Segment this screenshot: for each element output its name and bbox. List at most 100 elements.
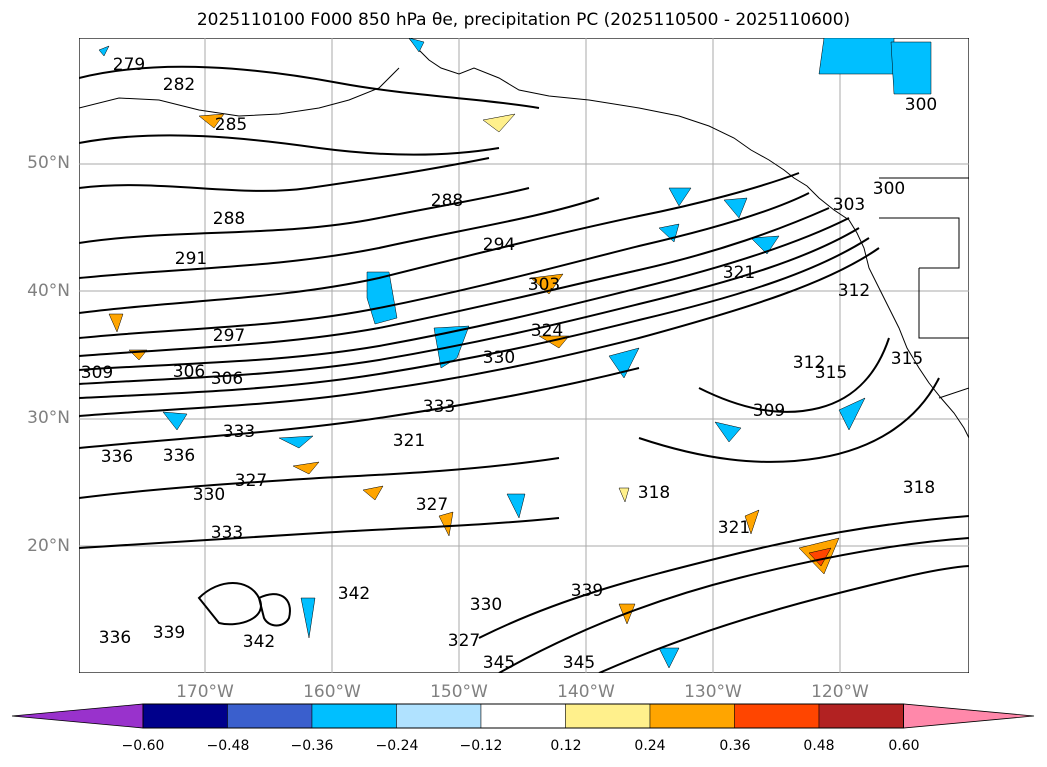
colorbar-segment [227, 703, 313, 729]
precip-anomaly-patch [714, 421, 742, 443]
precip-anomaly-patch [506, 493, 526, 519]
precip-anomaly-patch [198, 113, 225, 129]
precip-anomaly-patch [744, 509, 760, 535]
contour-label: 279 [113, 55, 145, 75]
contour-line [78, 134, 500, 156]
colorbar-segment [311, 703, 397, 729]
contour-line [78, 237, 870, 399]
colorbar-tick: 0.48 [803, 738, 835, 754]
colorbar-frame [142, 703, 904, 729]
contour-label: 333 [211, 523, 243, 543]
theta-e-contours [78, 65, 970, 674]
map-panel: 279 282 285 288 288 291 294 297 300 300 303 303 306 3… [78, 37, 970, 674]
contour-label: 303 [528, 275, 560, 295]
precip-anomaly-patch [162, 411, 188, 431]
precip-anomaly-patch [530, 273, 564, 295]
contour-label: 300 [905, 95, 937, 115]
contour-label: 282 [163, 75, 195, 95]
contour-label: 315 [891, 349, 923, 369]
precip-anomaly-patch [362, 485, 384, 501]
contour-label: 285 [215, 115, 247, 135]
contour-label: 315 [815, 363, 847, 383]
contour-line [78, 367, 640, 449]
lon-label-140w: 140°W [557, 682, 615, 702]
colorbar-tick: 0.24 [634, 738, 666, 754]
precip-anomaly-patch [818, 37, 895, 75]
contour-label: 309 [81, 363, 113, 383]
precip-anomalies [98, 37, 932, 669]
contour-label: 288 [431, 191, 463, 211]
contour-label: 327 [235, 471, 267, 491]
precip-anomaly-patch [482, 113, 516, 133]
contour-line [698, 337, 890, 413]
contour-line [78, 157, 490, 192]
colorbar-tick: 0.36 [719, 738, 751, 754]
contour-label: 327 [416, 495, 448, 515]
precip-anomaly-patch [658, 647, 680, 669]
lon-label-170w: 170°W [176, 682, 234, 702]
aleutian-line [78, 67, 400, 117]
lat-label-30: 30°N [27, 408, 70, 428]
contour-line [78, 457, 560, 499]
colorbar-tick: −0.12 [459, 738, 503, 754]
figure-title: 2025110100 F000 850 hPa θe, precipitatio… [196, 10, 851, 30]
contour-line [78, 172, 800, 314]
precip-anomaly-patch [723, 197, 748, 219]
contour-line [78, 207, 830, 357]
contour-label: 321 [723, 263, 755, 283]
colorbar-tick: −0.60 [121, 738, 165, 754]
contour-label: 321 [718, 518, 750, 538]
contour-line [78, 217, 850, 371]
contour-label: 309 [753, 401, 785, 421]
colorbar-tick: −0.36 [290, 738, 334, 754]
colorbar-tick: −0.48 [206, 738, 250, 754]
contour-label: 300 [873, 179, 905, 199]
contour-line [78, 227, 860, 385]
lat-label-20: 20°N [27, 536, 70, 556]
contour-label: 303 [833, 195, 865, 215]
precip-anomaly-patch [750, 235, 780, 255]
colorbar-segment [396, 703, 482, 729]
contour-label: 288 [213, 209, 245, 229]
precip-anomaly-patch [98, 45, 110, 57]
contour-line [78, 192, 810, 339]
contour-label: 297 [213, 326, 245, 346]
precip-anomaly-patch [808, 547, 832, 567]
precip-anomaly-patch [890, 41, 932, 95]
precip-anomaly-patch [366, 271, 398, 325]
contour-label: 312 [838, 281, 870, 301]
lat-label-40: 40°N [27, 281, 70, 301]
contour-label: 306 [211, 369, 243, 389]
contour-label: 312 [793, 353, 825, 373]
contour-label: 336 [101, 447, 133, 467]
contour-label: 330 [193, 485, 225, 505]
contour-label: 339 [153, 623, 185, 643]
contour-label: 327 [448, 631, 480, 651]
colorbar-segment [480, 703, 566, 729]
contour-line [598, 565, 970, 674]
colorbar-tick: −0.24 [375, 738, 419, 754]
contour-line [78, 187, 530, 244]
precip-anomaly-patch [618, 487, 630, 503]
gridlines [79, 38, 969, 673]
colorbar [11, 703, 1035, 729]
precip-anomaly-patch [408, 37, 425, 53]
contour-label: 330 [470, 595, 502, 615]
contour-label: 342 [338, 584, 370, 604]
precip-anomaly-patch [668, 187, 692, 207]
contour-line [78, 65, 540, 109]
contour-line [478, 515, 970, 639]
map-plot: 279 282 285 288 288 291 294 297 300 300 303 303 306 3… [78, 37, 970, 674]
coast-line [408, 37, 970, 439]
contour-line [257, 593, 291, 627]
contour-label: 333 [223, 422, 255, 442]
lat-label-50: 50°N [27, 153, 70, 173]
contour-label: 306 [173, 362, 205, 382]
colorbar-tick: 0.12 [550, 738, 582, 754]
colorbar-segment [649, 703, 735, 729]
contour-label: 339 [571, 581, 603, 601]
contour-label: 345 [483, 653, 515, 673]
precip-anomaly-patch [292, 461, 320, 475]
colorbar-segment [818, 703, 904, 729]
contour-label: 336 [163, 446, 195, 466]
